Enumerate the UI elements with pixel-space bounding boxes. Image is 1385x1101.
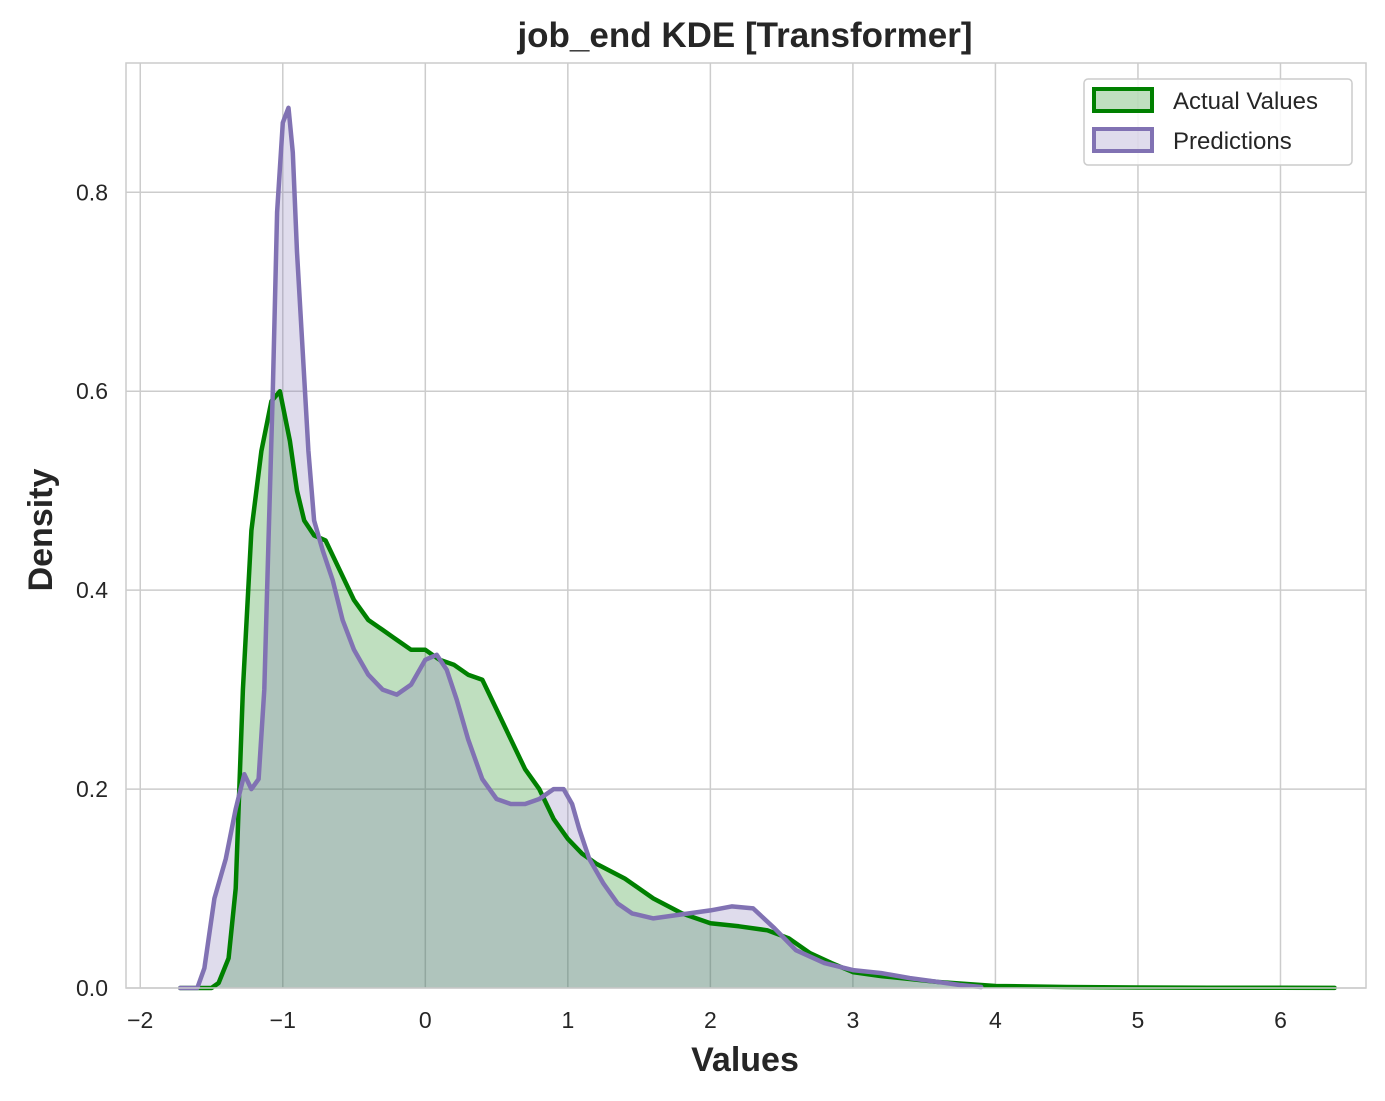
- y-tick-label: 0.0: [76, 975, 108, 1001]
- x-tick-label: −1: [270, 1007, 296, 1033]
- y-tick-label: 0.2: [76, 776, 108, 802]
- legend-label-predictions: Predictions: [1173, 128, 1292, 155]
- y-tick-label: 0.4: [76, 577, 108, 603]
- legend-swatch-actual-values: [1092, 87, 1154, 113]
- x-tick-label: 1: [561, 1007, 574, 1033]
- plot-frame: [125, 62, 1367, 989]
- y-tick-label: 0.8: [76, 179, 108, 205]
- y-tick-label: 0.6: [76, 378, 108, 404]
- x-tick-label: 3: [846, 1007, 859, 1033]
- series-area-predictions: [180, 107, 982, 989]
- legend-swatch-predictions: [1092, 127, 1154, 153]
- x-tick-label: 5: [1132, 1007, 1145, 1033]
- series-line-actual-values: [177, 388, 1337, 991]
- x-tick-label: −2: [127, 1007, 153, 1033]
- series-area-actual-values: [180, 391, 1335, 988]
- x-axis-title: Values: [691, 1041, 799, 1079]
- legend: Actual Values Predictions: [1083, 78, 1353, 166]
- legend-label-actual-values: Actual Values: [1173, 88, 1318, 115]
- series-layer: [177, 105, 1337, 991]
- chart-title: job_end KDE [Transformer]: [516, 16, 972, 55]
- tick-label-layer: −2 −1 0 1 2 3 4 5 6 0.0 0.2 0.4 0.6 0.8: [76, 179, 1287, 1033]
- x-tick-label: 4: [989, 1007, 1002, 1033]
- series-line-predictions: [177, 105, 984, 991]
- y-axis-title: Density: [22, 469, 60, 592]
- x-tick-label: 2: [704, 1007, 717, 1033]
- x-tick-label: 6: [1274, 1007, 1287, 1033]
- x-tick-label: 0: [419, 1007, 432, 1033]
